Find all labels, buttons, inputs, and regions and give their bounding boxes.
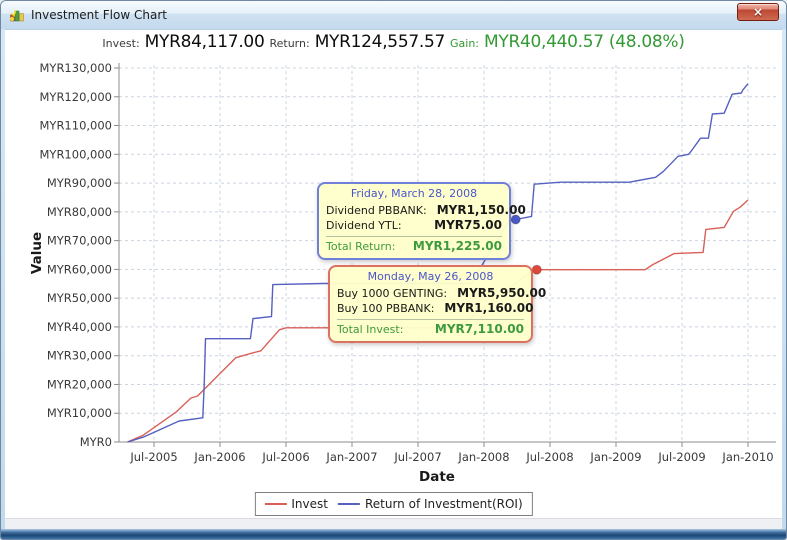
gain-value: MYR40,440.57 (48.08%) (484, 32, 685, 52)
tooltip-title: Monday, May 26, 2008 (367, 270, 494, 283)
tooltip-divider (326, 236, 502, 237)
tooltip-row-value: MYR1,160.00 (444, 301, 534, 315)
chart-app-icon (10, 9, 24, 22)
window-title: Investment Flow Chart (31, 8, 167, 22)
legend-item-roi: Return of Investment(ROI) (337, 497, 523, 511)
legend-label-roi: Return of Investment(ROI) (364, 497, 523, 511)
tooltip-total-value: MYR1,225.00 (412, 239, 502, 253)
tooltip-row-value: MYR75.00 (434, 218, 502, 232)
return-value: MYR124,557.57 (314, 32, 446, 52)
tooltip-buy: Monday, May 26, 2008 Buy 1000 GENTING: M… (328, 265, 546, 343)
tooltip-row-label: Buy 1000 GENTING: (337, 287, 448, 300)
tooltip-row: Buy 1000 GENTING: MYR5,950.00 (337, 286, 546, 301)
tooltip-total-label: Total Return: (326, 240, 396, 253)
tooltip-row-label: Dividend PBBANK: (326, 204, 427, 217)
tooltip-row: Dividend YTL: MYR75.00 (326, 218, 502, 233)
tooltip-row-value: MYR5,950.00 (457, 286, 547, 300)
legend-swatch-invest (264, 503, 287, 505)
invest-label: Invest: (102, 37, 140, 50)
tooltip-divider (337, 319, 524, 320)
roi-marker[interactable] (510, 214, 521, 225)
status-strip (5, 518, 782, 531)
close-icon: × (752, 5, 764, 19)
legend-item-invest: Invest (264, 497, 328, 511)
invest-value: MYR84,117.00 (144, 32, 265, 52)
return-label: Return: (269, 37, 310, 50)
window-title-bar[interactable]: Investment Flow Chart × (1, 1, 786, 29)
tooltip-row-label: Buy 100 PBBANK: (337, 302, 435, 315)
tooltip-row-label: Dividend YTL: (326, 219, 402, 232)
tooltip-title: Friday, March 28, 2008 (350, 187, 478, 200)
chart-legend: Invest Return of Investment(ROI) (254, 492, 533, 516)
tooltip-row: Dividend PBBANK: MYR1,150.00 (326, 203, 526, 218)
tooltip-total-label: Total Invest: (337, 323, 404, 336)
tooltip-row-value: MYR1,150.00 (436, 203, 526, 217)
close-button[interactable]: × (737, 3, 779, 21)
tooltip-total-row: Total Return: MYR1,225.00 (326, 239, 502, 254)
tooltip-total-row: Total Invest: MYR7,110.00 (337, 322, 524, 337)
tooltip-dividend: Friday, March 28, 2008 Dividend PBBANK: … (317, 182, 526, 260)
window-bottom-frame (1, 529, 786, 539)
invest-marker[interactable] (531, 264, 542, 275)
gain-label: Gain: (450, 37, 479, 50)
tooltip-row: Buy 100 PBBANK: MYR1,160.00 (337, 301, 534, 316)
tooltip-total-value: MYR7,110.00 (434, 322, 524, 336)
summary-header: Invest: MYR84,117.00 Return: MYR124,557.… (1, 32, 786, 52)
legend-label-invest: Invest (291, 497, 328, 511)
legend-swatch-roi (337, 503, 360, 505)
